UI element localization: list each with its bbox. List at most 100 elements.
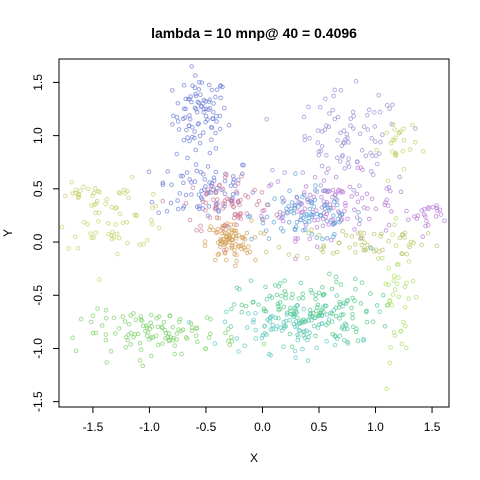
- data-point: [413, 126, 418, 131]
- data-point: [227, 196, 232, 202]
- data-point: [117, 191, 123, 196]
- data-point: [274, 292, 280, 298]
- data-point: [342, 338, 347, 343]
- data-point: [201, 106, 207, 112]
- data-point: [397, 174, 402, 180]
- data-point: [211, 101, 216, 106]
- data-point: [263, 249, 269, 255]
- data-point: [196, 192, 202, 197]
- data-point: [320, 223, 326, 229]
- data-point: [133, 317, 139, 323]
- data-point: [287, 317, 293, 323]
- data-point: [242, 247, 248, 253]
- data-point: [393, 216, 399, 221]
- data-point: [104, 360, 109, 365]
- data-point: [189, 325, 195, 331]
- data-point: [189, 328, 195, 334]
- data-point: [374, 147, 379, 153]
- data-point: [338, 282, 344, 287]
- data-point: [73, 187, 79, 192]
- data-point: [287, 188, 292, 194]
- data-point: [393, 287, 398, 292]
- data-point: [184, 170, 190, 175]
- data-point: [308, 312, 313, 317]
- data-point: [313, 183, 318, 188]
- data-point: [354, 191, 360, 197]
- data-point: [228, 183, 234, 189]
- data-point: [156, 210, 161, 215]
- data-point: [396, 294, 402, 300]
- data-point: [424, 218, 429, 224]
- data-point: [69, 179, 74, 185]
- data-point: [213, 257, 218, 263]
- data-point: [240, 171, 245, 177]
- data-point: [197, 140, 203, 146]
- data-point: [340, 228, 346, 234]
- data-point: [213, 94, 218, 100]
- data-point: [237, 211, 243, 216]
- data-point: [75, 245, 81, 251]
- data-point: [220, 201, 226, 207]
- data-point: [281, 304, 287, 310]
- data-point: [210, 116, 216, 122]
- data-point: [280, 214, 286, 219]
- data-point: [324, 201, 329, 207]
- data-point: [296, 320, 302, 326]
- data-point: [123, 345, 129, 350]
- data-point: [376, 249, 382, 254]
- data-point: [252, 235, 258, 240]
- data-point: [404, 251, 410, 257]
- data-point: [200, 199, 206, 205]
- x-tick-label: 0.0: [254, 420, 271, 434]
- data-point: [442, 218, 447, 223]
- data-point: [398, 189, 404, 194]
- x-tick-label: 0.5: [311, 420, 328, 434]
- data-point: [93, 230, 98, 235]
- data-point: [97, 189, 102, 195]
- data-point: [207, 150, 213, 156]
- data-point: [329, 286, 335, 292]
- data-point: [385, 203, 391, 208]
- data-point: [199, 80, 205, 85]
- data-point: [174, 115, 180, 120]
- data-point: [374, 303, 380, 308]
- data-point: [226, 122, 232, 128]
- data-point: [233, 263, 238, 269]
- data-point: [236, 233, 241, 238]
- data-point: [412, 140, 418, 145]
- data-point: [338, 130, 343, 136]
- data-point: [438, 212, 444, 217]
- data-point: [178, 328, 184, 334]
- data-point: [144, 325, 150, 330]
- data-point: [177, 317, 183, 322]
- data-point: [90, 330, 96, 336]
- data-point: [193, 162, 199, 167]
- data-point: [256, 198, 262, 204]
- data-point: [378, 139, 383, 145]
- data-point: [311, 323, 317, 329]
- data-point: [289, 295, 294, 301]
- data-point: [224, 309, 229, 315]
- data-point: [392, 137, 397, 143]
- data-point: [291, 210, 297, 216]
- data-point: [103, 308, 109, 313]
- data-point: [198, 223, 203, 229]
- data-point: [307, 135, 312, 141]
- data-point: [203, 346, 208, 352]
- data-point: [300, 170, 306, 175]
- data-point: [321, 292, 327, 297]
- data-point: [331, 205, 336, 211]
- data-point: [349, 194, 355, 199]
- data-point: [333, 313, 339, 319]
- data-point: [414, 294, 419, 300]
- data-point: [167, 313, 173, 318]
- data-point: [166, 331, 172, 336]
- data-point: [269, 295, 275, 300]
- data-point: [298, 280, 304, 286]
- data-point: [330, 251, 336, 256]
- data-point: [139, 318, 145, 324]
- data-point: [319, 144, 325, 149]
- data-point: [229, 237, 234, 243]
- data-point: [194, 228, 199, 233]
- data-point: [91, 235, 97, 240]
